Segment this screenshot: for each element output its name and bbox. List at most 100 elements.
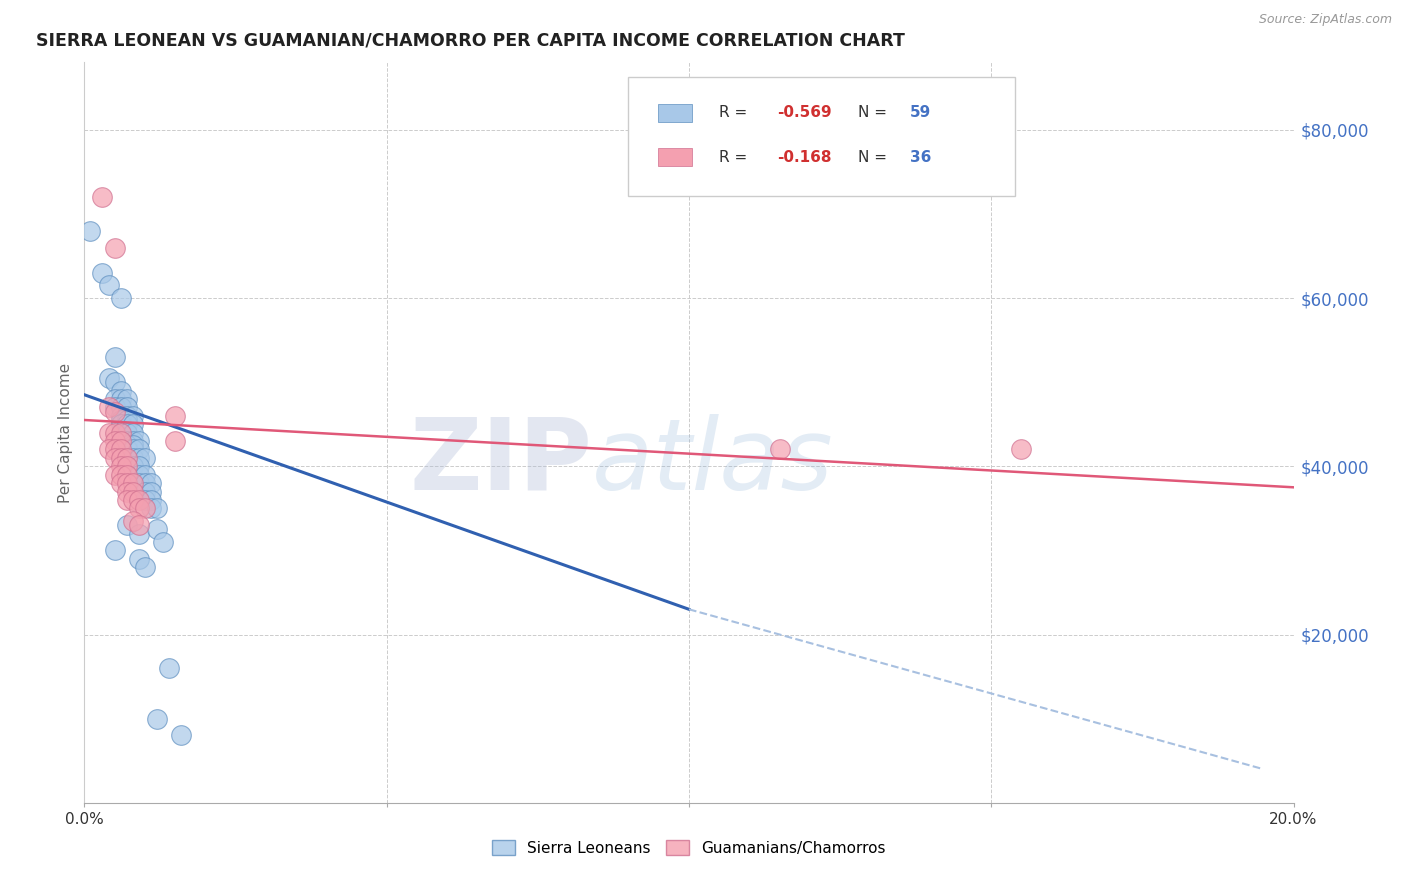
- Point: [104, 401, 127, 415]
- Point: [115, 425, 138, 440]
- Point: [104, 450, 127, 465]
- Y-axis label: Per Capita Income: Per Capita Income: [58, 362, 73, 503]
- Point: [115, 459, 138, 474]
- Point: [134, 476, 156, 491]
- Point: [110, 434, 132, 448]
- Point: [157, 661, 180, 675]
- Point: [146, 522, 169, 536]
- Point: [110, 417, 132, 432]
- Point: [115, 467, 138, 482]
- Point: [139, 476, 162, 491]
- Point: [115, 476, 138, 491]
- Point: [121, 409, 143, 423]
- Point: [97, 425, 120, 440]
- Point: [121, 484, 143, 499]
- Point: [97, 442, 120, 457]
- Point: [139, 501, 162, 516]
- Point: [104, 467, 127, 482]
- Point: [128, 526, 150, 541]
- Point: [121, 434, 143, 448]
- Point: [104, 375, 127, 389]
- Point: [110, 476, 132, 491]
- Text: R =: R =: [720, 150, 752, 165]
- Point: [110, 467, 132, 482]
- Point: [110, 459, 132, 474]
- Point: [121, 492, 143, 507]
- Point: [110, 401, 132, 415]
- Legend: Sierra Leoneans, Guamanians/Chamorros: Sierra Leoneans, Guamanians/Chamorros: [486, 834, 891, 862]
- Point: [115, 417, 138, 432]
- Text: -0.569: -0.569: [778, 105, 832, 120]
- Point: [115, 438, 138, 452]
- Point: [139, 484, 162, 499]
- Point: [146, 712, 169, 726]
- Point: [115, 518, 138, 533]
- FancyBboxPatch shape: [658, 103, 692, 121]
- Point: [146, 501, 169, 516]
- Point: [128, 492, 150, 507]
- Text: Source: ZipAtlas.com: Source: ZipAtlas.com: [1258, 13, 1392, 27]
- Point: [115, 484, 138, 499]
- Point: [104, 392, 127, 406]
- Point: [121, 417, 143, 432]
- Text: N =: N =: [858, 105, 891, 120]
- Point: [115, 434, 138, 448]
- Point: [115, 401, 138, 415]
- Point: [128, 450, 150, 465]
- Point: [115, 413, 138, 427]
- Point: [104, 543, 127, 558]
- Point: [134, 501, 156, 516]
- Point: [134, 560, 156, 574]
- Point: [1011, 442, 1033, 457]
- Point: [121, 514, 143, 528]
- Point: [115, 442, 138, 457]
- Point: [134, 484, 156, 499]
- Point: [134, 467, 156, 482]
- Point: [97, 401, 120, 415]
- Point: [110, 450, 132, 465]
- Point: [128, 434, 150, 448]
- Point: [110, 384, 132, 398]
- Point: [91, 190, 114, 204]
- Point: [110, 425, 132, 440]
- Point: [97, 278, 120, 293]
- Point: [121, 442, 143, 457]
- Point: [110, 413, 132, 427]
- Text: R =: R =: [720, 105, 752, 120]
- Point: [104, 404, 127, 418]
- Text: atlas: atlas: [592, 414, 834, 511]
- Point: [104, 442, 127, 457]
- Point: [115, 450, 138, 465]
- Point: [134, 492, 156, 507]
- Point: [121, 459, 143, 474]
- Point: [134, 450, 156, 465]
- Point: [115, 492, 138, 507]
- Point: [128, 518, 150, 533]
- Point: [769, 442, 792, 457]
- Point: [110, 291, 132, 305]
- Point: [165, 409, 187, 423]
- Point: [128, 501, 150, 516]
- Point: [115, 392, 138, 406]
- Text: SIERRA LEONEAN VS GUAMANIAN/CHAMORRO PER CAPITA INCOME CORRELATION CHART: SIERRA LEONEAN VS GUAMANIAN/CHAMORRO PER…: [37, 32, 905, 50]
- Text: -0.168: -0.168: [778, 150, 832, 165]
- Point: [79, 224, 101, 238]
- Point: [152, 535, 174, 549]
- Point: [110, 392, 132, 406]
- Point: [110, 442, 132, 457]
- FancyBboxPatch shape: [628, 78, 1015, 195]
- Text: ZIP: ZIP: [409, 414, 592, 511]
- Point: [128, 467, 150, 482]
- Point: [121, 476, 143, 491]
- Text: 59: 59: [910, 105, 931, 120]
- Point: [91, 266, 114, 280]
- Point: [104, 240, 127, 255]
- Point: [110, 409, 132, 423]
- Point: [121, 438, 143, 452]
- Point: [104, 350, 127, 364]
- Point: [121, 425, 143, 440]
- Point: [128, 476, 150, 491]
- Point: [115, 409, 138, 423]
- Point: [128, 551, 150, 566]
- Point: [128, 442, 150, 457]
